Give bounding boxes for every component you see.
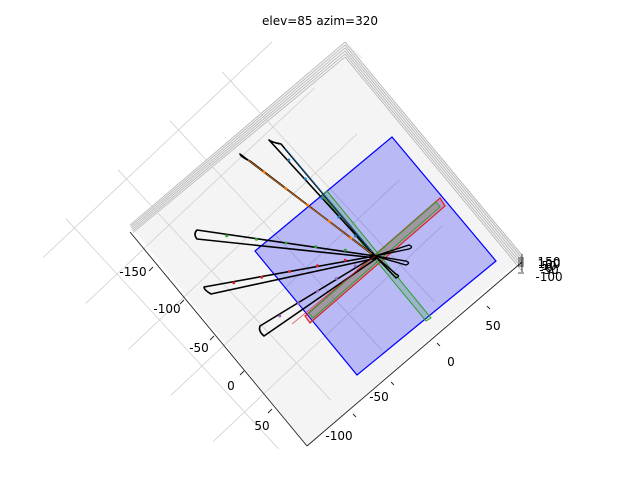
edge-line-right xyxy=(344,56,523,272)
loop-marker xyxy=(303,177,307,181)
loop-accent xyxy=(247,159,373,255)
z-tick-label: 50 xyxy=(541,259,556,273)
grid-line-y xyxy=(169,120,383,352)
loop-marker xyxy=(284,241,288,245)
z-tick-label: 0 xyxy=(545,261,553,275)
data-layer xyxy=(194,136,497,376)
loop-marker xyxy=(297,302,301,305)
y-tick-label: -50 xyxy=(369,390,389,404)
x-tick-mark xyxy=(239,370,245,376)
y-tick-mark xyxy=(436,342,441,347)
y-tick-mark xyxy=(390,381,395,386)
loop-accent xyxy=(284,147,373,253)
y-tick-label: -100 xyxy=(325,429,352,443)
loop-marker xyxy=(353,234,357,238)
edge-line-left xyxy=(130,44,346,227)
y-tick-label: 0 xyxy=(447,355,455,369)
chart-title: elev=85 azim=320 xyxy=(262,14,378,28)
grid-line-x xyxy=(43,41,273,258)
grid-line-x xyxy=(128,133,358,350)
loop-marker xyxy=(287,158,291,162)
edge-line-right xyxy=(344,44,523,259)
loop-marker xyxy=(278,314,282,318)
loop-marker xyxy=(225,234,229,238)
loop-curve xyxy=(268,139,378,259)
small-loop-curve xyxy=(374,244,413,257)
x-tick-mark xyxy=(148,266,154,272)
z-tick-label: -100 xyxy=(535,270,562,284)
y-axis-line xyxy=(306,261,523,447)
loop-curve xyxy=(194,229,378,259)
loop-marker xyxy=(337,215,341,219)
loop-curve xyxy=(258,255,378,337)
loop-marker xyxy=(343,258,347,262)
edge-line-right xyxy=(344,53,523,269)
small-loop-curve xyxy=(374,255,400,279)
loop-marker xyxy=(315,264,319,268)
y-tick-mark xyxy=(352,413,357,418)
x-tick-label: -150 xyxy=(119,265,146,279)
loop-marker xyxy=(254,237,258,241)
axis-lines xyxy=(129,231,524,447)
z-tick-label: -50 xyxy=(539,263,559,277)
x-tick-label: -100 xyxy=(153,302,180,316)
loop-marker xyxy=(288,270,291,273)
edge-line-left xyxy=(132,53,346,232)
edge-line-right xyxy=(344,41,523,256)
grid-line-y xyxy=(117,169,331,401)
grid-line-x xyxy=(213,225,443,442)
grid-line-y xyxy=(65,218,279,450)
y-tick-mark xyxy=(486,305,491,310)
x-axis-line xyxy=(129,231,308,447)
loop-marker xyxy=(334,277,338,280)
loop-marker xyxy=(314,245,318,249)
edge-line-left xyxy=(130,47,346,229)
edge-line-left xyxy=(129,41,346,226)
x-tick-mark xyxy=(267,408,273,414)
loop-marker xyxy=(353,264,357,268)
x-tick-label: -50 xyxy=(189,341,209,355)
edge-line-left xyxy=(131,50,346,230)
loop-accent xyxy=(291,255,376,325)
edge-line-left xyxy=(132,56,346,233)
loop-marker xyxy=(343,248,347,252)
grid-line-x xyxy=(85,87,315,304)
loop-marker xyxy=(316,289,319,293)
edge-line-right xyxy=(344,47,523,262)
edge-line-right xyxy=(344,50,523,265)
loop-marker xyxy=(320,196,324,200)
x-tick-mark xyxy=(209,335,215,341)
z-tick-label: 100 xyxy=(538,257,561,271)
x-tick-mark xyxy=(179,299,185,305)
x-tick-label: 50 xyxy=(254,419,269,433)
loop-curve xyxy=(239,153,378,259)
loop-marker xyxy=(232,281,236,285)
small-loop-curve xyxy=(374,255,410,266)
z-tick-label: 150 xyxy=(538,255,561,269)
grid-lines xyxy=(43,41,523,450)
y-tick-label: 50 xyxy=(485,319,500,333)
loop-curve xyxy=(203,255,378,295)
x-tick-label: 0 xyxy=(227,379,235,393)
loop-marker xyxy=(260,275,264,279)
